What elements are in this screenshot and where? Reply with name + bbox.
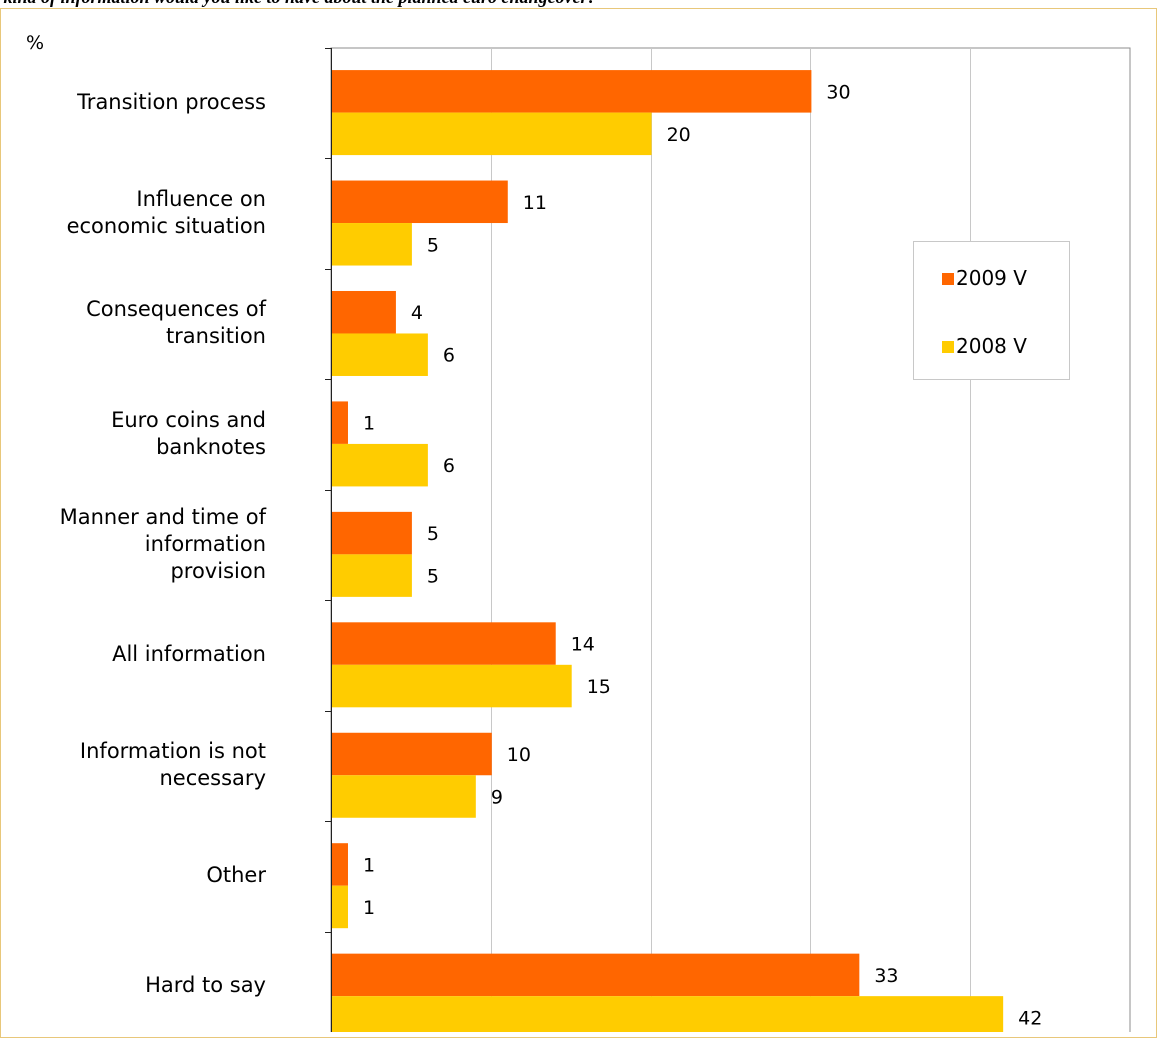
chart-title: t kind of information would you like to … xyxy=(0,0,597,8)
chart-title-strip: t kind of information would you like to … xyxy=(0,0,1159,22)
category-label: Hard to say xyxy=(145,973,266,998)
data-label: 10 xyxy=(507,744,531,766)
legend: 2009 V 2008 V xyxy=(913,241,1070,380)
data-label: 33 xyxy=(874,965,898,987)
category-label: Euro coins and banknotes xyxy=(111,407,266,459)
legend-label-2008: 2008 V xyxy=(956,334,1027,358)
bar xyxy=(332,775,476,818)
bar xyxy=(332,333,428,376)
category-label: Influence on economic situation xyxy=(66,186,266,238)
category-label: Other xyxy=(206,862,266,887)
data-label: 1 xyxy=(363,413,375,435)
legend-item-2009: 2009 V xyxy=(942,266,1027,290)
category-label: All information xyxy=(112,641,266,666)
bar xyxy=(332,664,572,708)
data-label: 6 xyxy=(443,455,455,477)
bar xyxy=(332,70,812,113)
data-label: 5 xyxy=(427,523,439,545)
bar xyxy=(332,732,492,776)
bar xyxy=(332,953,860,997)
category-label: Consequences of transition xyxy=(86,297,266,349)
data-label: 6 xyxy=(443,345,455,367)
data-label: 5 xyxy=(427,566,439,588)
data-label: 11 xyxy=(523,192,547,214)
data-label: 1 xyxy=(363,897,375,919)
bar xyxy=(332,554,412,597)
bar xyxy=(332,996,1004,1032)
data-label: 15 xyxy=(587,676,611,698)
data-label: 30 xyxy=(826,81,850,103)
legend-label-2009: 2009 V xyxy=(956,266,1027,290)
bar xyxy=(332,180,508,224)
data-label: 5 xyxy=(427,234,439,256)
bar xyxy=(332,223,412,266)
category-label: Information is not necessary xyxy=(79,738,266,790)
category-label: Transition process xyxy=(77,89,266,114)
category-label: Manner and time of information provision xyxy=(59,504,266,583)
bar xyxy=(332,290,396,334)
bar xyxy=(332,112,652,156)
data-label: 9 xyxy=(491,787,503,809)
legend-swatch-2009 xyxy=(942,273,954,285)
bar xyxy=(332,885,348,929)
bar xyxy=(332,622,556,665)
data-label: 1 xyxy=(363,854,375,876)
unit-label: % xyxy=(26,32,45,54)
bar xyxy=(332,401,348,444)
legend-swatch-2008 xyxy=(942,341,954,353)
data-label: 14 xyxy=(571,634,595,656)
legend-item-2008: 2008 V xyxy=(942,334,1027,358)
bar xyxy=(332,443,428,487)
bar xyxy=(332,843,348,886)
data-label: 20 xyxy=(667,124,691,146)
bar xyxy=(332,511,412,555)
data-label: 4 xyxy=(411,302,423,324)
data-label: 42 xyxy=(1018,1007,1042,1029)
